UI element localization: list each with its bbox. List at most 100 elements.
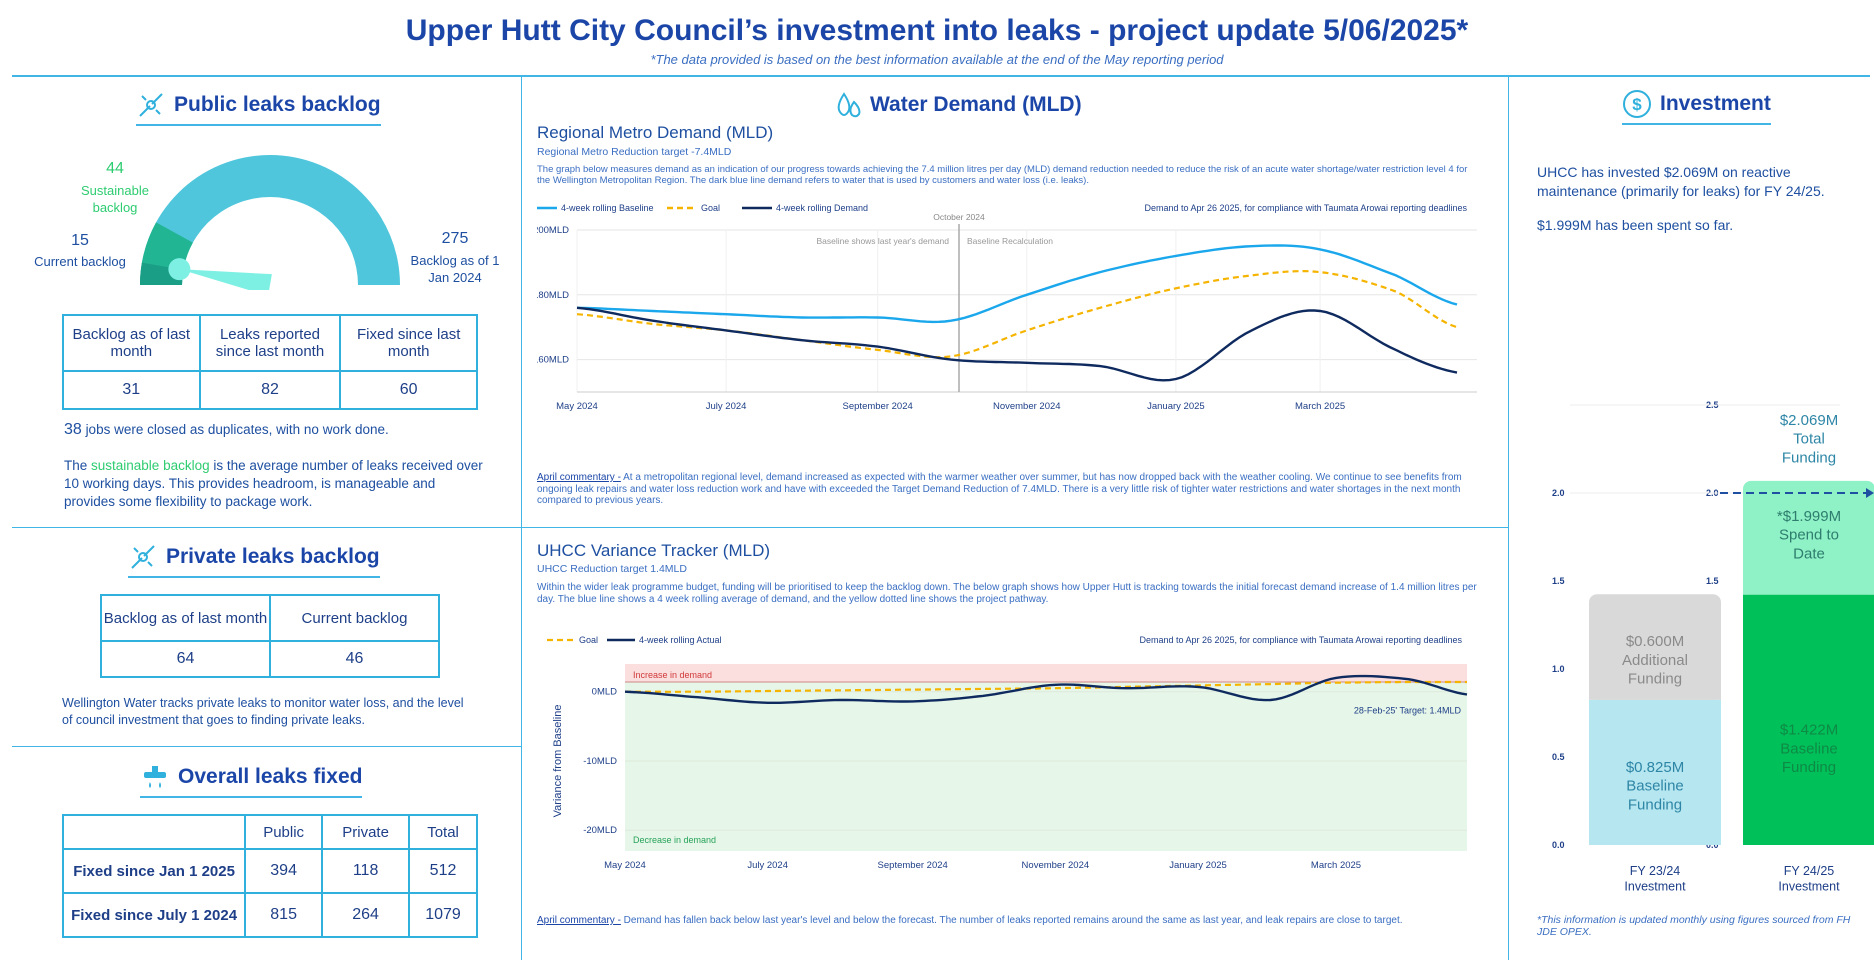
- commentary-text: At a metropolitan regional level, demand…: [537, 472, 1462, 506]
- wrench-pipe-icon: [131, 545, 155, 569]
- middle-divider: [12, 527, 1508, 528]
- legend-label: 4-week rolling Baseline: [561, 203, 654, 213]
- commentary-label: April commentary -: [537, 915, 621, 926]
- svg-text:$: $: [1632, 95, 1642, 114]
- chart-note: Demand to Apr 26 2025, for compliance wi…: [1139, 635, 1462, 645]
- bar-label-baseline: $0.825M Baseline Funding: [1626, 759, 1684, 814]
- x-tick-label: July 2024: [706, 401, 747, 412]
- annotation-left: Baseline shows last year's demand: [817, 236, 950, 246]
- initial-backlog-label: Backlog as of 1 Jan 2024: [410, 253, 500, 285]
- series-line: [576, 306, 1458, 382]
- table-cell: 31: [62, 370, 201, 410]
- series-line: [576, 244, 1458, 324]
- initial-backlog-value: 275: [441, 230, 469, 247]
- target-label: 28-Feb-25' Target: 1.4MLD: [1354, 706, 1462, 716]
- page-subtitle: *The data provided is based on the best …: [650, 52, 1224, 67]
- investment-text-1: UHCC has invested $2.069M on reactive ma…: [1537, 164, 1825, 199]
- table-cell: 118: [321, 848, 411, 894]
- table-row-label: Fixed since Jan 1 2025: [61, 848, 247, 894]
- x-category-label: FY 23/24 Investment: [1624, 864, 1686, 894]
- private-backlog-table: Backlog as of last month Current backlog…: [100, 594, 440, 678]
- investment-heading: $ Investment: [1622, 89, 1771, 125]
- table-cell: 394: [244, 848, 324, 894]
- x-tick-label: March 2025: [1311, 860, 1361, 871]
- table-row-label: Fixed since July 1 2024: [61, 892, 247, 938]
- investment-chart: 2.52.02.01.51.51.01.00.50.50.00.0$0.600M…: [1552, 400, 1874, 894]
- y-tick-label: -10MLD: [583, 756, 617, 767]
- y-tick-label: 160MLD: [537, 355, 569, 366]
- table-cell: 1079: [408, 892, 478, 938]
- bar-fy2425-baseline: [1743, 594, 1874, 845]
- y-tick-label: 180MLD: [537, 290, 569, 301]
- table-cell: 815: [244, 892, 324, 938]
- regional-demand-chart: 4-week rolling Baseline Goal 4-week rollin…: [537, 203, 1477, 412]
- note-highlight: sustainable backlog: [91, 458, 210, 473]
- note-rest: is the average number of leaks received …: [64, 458, 483, 509]
- sustainable-backlog-note: The sustainable backlog is the average n…: [64, 457, 484, 511]
- regional-commentary: April commentary - At a metropolitan reg…: [537, 472, 1481, 507]
- current-backlog-label: Current backlog: [34, 254, 126, 269]
- x-tick-label: May 2024: [604, 860, 646, 871]
- water-demand-heading: Water Demand (MLD): [834, 90, 1082, 120]
- x-tick-label: March 2025: [1295, 401, 1345, 412]
- increase-label: Increase in demand: [633, 670, 712, 680]
- investment-title: Investment: [1660, 92, 1771, 115]
- regional-target: Regional Metro Reduction target -7.4MLD: [537, 146, 732, 158]
- decrease-label: Decrease in demand: [633, 835, 716, 845]
- y-tick-label: 1.0: [1552, 664, 1565, 674]
- bar-label-baseline-2: $1.422M Baseline Funding: [1780, 722, 1838, 777]
- private-backlog-note: Wellington Water tracks private leaks to…: [62, 696, 464, 727]
- y-axis-label: Variance from Baseline: [552, 705, 564, 818]
- y-tick-label: 2.0: [1552, 488, 1565, 498]
- bar-label-additional: $0.600M Additional Funding: [1622, 633, 1688, 688]
- overall-fixed-heading: Overall leaks fixed: [140, 762, 363, 798]
- public-backlog-table: Backlog as of last month Leaks reported …: [62, 314, 478, 410]
- left-lower-divider: [12, 746, 521, 747]
- table-header: Backlog as of last month: [62, 314, 201, 372]
- y-tick-label: -20MLD: [583, 825, 617, 836]
- wrench-pipe-icon: [139, 93, 163, 117]
- y-tick-label: 0.5: [1552, 752, 1565, 762]
- bar-fy2425-spend-fill: [1743, 490, 1874, 595]
- spend-arrow: [1866, 488, 1874, 498]
- duplicates-count: 38: [64, 421, 82, 438]
- table-header: Current backlog: [269, 594, 440, 642]
- backlog-gauge: [140, 155, 400, 290]
- bar-label-total: $2.069M Total Funding: [1780, 412, 1838, 467]
- y-tick-label: 0MLD: [592, 687, 617, 698]
- x-tick-label: January 2025: [1147, 401, 1205, 412]
- private-backlog-heading: Private leaks backlog: [128, 542, 380, 578]
- variance-commentary: April commentary - Demand has fallen bac…: [537, 914, 1481, 927]
- x-tick-label: May 2024: [556, 401, 598, 412]
- table-cell: 46: [269, 640, 440, 678]
- table-header: Leaks reported since last month: [198, 314, 342, 372]
- private-backlog-title: Private leaks backlog: [166, 545, 380, 568]
- gauge-needle: [179, 269, 272, 290]
- x-tick-label: September 2024: [843, 401, 913, 412]
- chart-note: Demand to Apr 26 2025, for compliance wi…: [1144, 203, 1467, 213]
- variance-chart-title: UHCC Variance Tracker (MLD): [537, 541, 771, 560]
- current-backlog-value: 15: [71, 232, 89, 249]
- table-cell: 264: [321, 892, 411, 938]
- x-tick-label: November 2024: [1022, 860, 1090, 871]
- table-header: Private: [321, 814, 411, 850]
- table-cell: 82: [198, 370, 342, 410]
- page-title: Upper Hutt City Council’s investment int…: [405, 14, 1469, 47]
- increase-band: [625, 664, 1467, 683]
- dollar-icon: $: [1623, 90, 1651, 118]
- table-header: Backlog as of last month: [100, 594, 271, 642]
- variance-target: UHCC Reduction target 1.4MLD: [537, 563, 687, 575]
- duplicates-note: 38 jobs were closed as duplicates, with …: [64, 421, 504, 439]
- gauge-track: [140, 155, 400, 285]
- table-header: Total: [408, 814, 478, 850]
- sustainable-backlog-label: Sustainable backlog: [81, 183, 149, 215]
- investment-footnote: *This information is updated monthly usi…: [1537, 914, 1851, 938]
- y-tick-label: 1.5: [1706, 576, 1719, 586]
- bar-fy2324-baseline: [1589, 699, 1721, 845]
- table-header: Public: [244, 814, 324, 850]
- decrease-band: [625, 682, 1467, 851]
- legend-label: 4-week rolling Actual: [639, 635, 722, 645]
- overall-fixed-title: Overall leaks fixed: [178, 765, 363, 788]
- public-backlog-title: Public leaks backlog: [174, 93, 381, 116]
- table-header: Fixed since last month: [339, 314, 478, 372]
